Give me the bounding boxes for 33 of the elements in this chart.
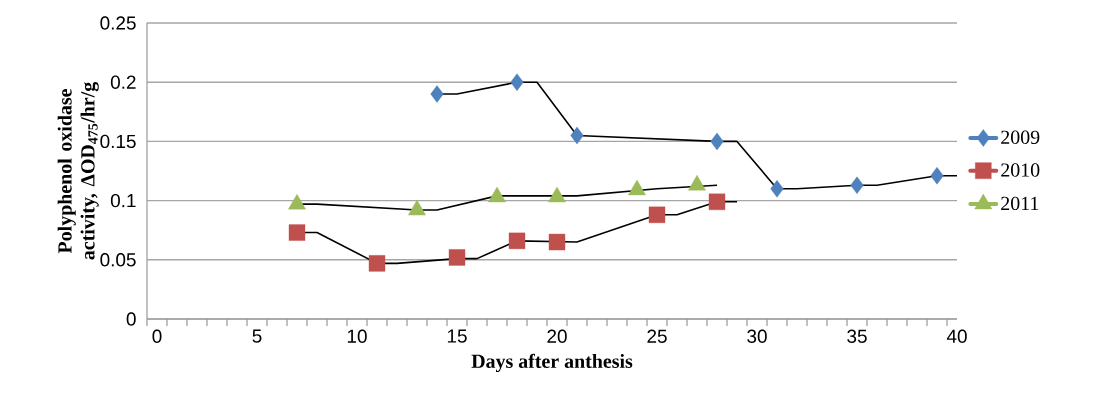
y-tick-label: 0.05 — [100, 253, 136, 267]
legend-label: 2011 — [1001, 196, 1039, 211]
point — [770, 180, 784, 198]
point — [510, 73, 524, 91]
x-tick-label: 5 — [252, 329, 262, 343]
x-tick-label: 30 — [747, 329, 767, 343]
legend-label: 2010 — [1001, 163, 1040, 177]
point — [570, 126, 584, 145]
legend-label: 2009 — [1001, 130, 1040, 145]
y-tick-label: 0.15 — [100, 134, 136, 149]
x-tick-label: 15 — [447, 329, 467, 343]
x-tick-label: 40 — [946, 329, 967, 343]
x-tick-label: 35 — [847, 329, 867, 343]
point — [430, 85, 444, 103]
point — [850, 176, 864, 194]
point — [508, 232, 526, 250]
x-tick-label: 0 — [152, 329, 162, 343]
x-tick-label: 20 — [547, 329, 567, 343]
x-axis-title: Days after anthesis — [471, 353, 633, 373]
point — [930, 167, 944, 185]
point — [708, 193, 726, 210]
y-tick-label: 0.2 — [110, 75, 136, 89]
point — [710, 132, 724, 151]
x-tick-label: 10 — [347, 329, 367, 343]
point — [288, 224, 306, 241]
y-tick-label: 0.1 — [110, 193, 136, 208]
y-tick-label: 0 — [126, 312, 136, 326]
y-tick-label: 0.25 — [100, 16, 136, 30]
point — [448, 249, 466, 266]
point — [648, 206, 666, 224]
point — [368, 255, 386, 272]
point — [548, 233, 566, 251]
x-tick-label: 25 — [647, 329, 667, 343]
